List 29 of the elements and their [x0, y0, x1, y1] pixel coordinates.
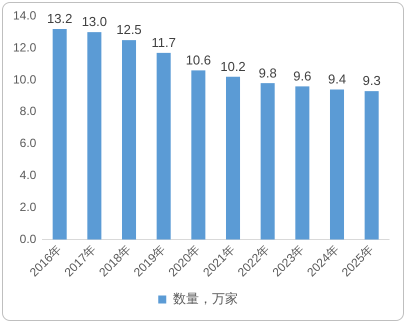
y-tick-label: 6.0 [20, 136, 37, 150]
data-label: 10.2 [220, 58, 246, 74]
data-label: 13.2 [47, 11, 72, 26]
bar [191, 70, 206, 240]
y-tick-label: 8.0 [20, 104, 37, 118]
y-tick-label: 0.0 [20, 232, 37, 246]
data-label: 9.6 [293, 68, 312, 84]
bar [122, 40, 136, 240]
bar [295, 86, 310, 240]
data-label: 9.3 [362, 73, 381, 88]
data-label: 9.8 [258, 65, 277, 80]
data-label: 12.5 [116, 22, 142, 38]
y-tick-label: 14.0 [12, 8, 37, 23]
y-tick-label: 4.0 [20, 168, 37, 182]
bar [260, 83, 275, 240]
bar [156, 52, 171, 240]
y-tick-label: 10.0 [12, 72, 37, 86]
data-label: 11.7 [152, 34, 176, 50]
legend-label: 数量，万家 [172, 291, 238, 306]
bar [87, 32, 102, 240]
y-tick-label: 12.0 [12, 40, 37, 54]
data-label: 9.4 [328, 72, 346, 87]
data-label: 13.0 [82, 14, 108, 30]
bar [226, 76, 240, 240]
bar [364, 91, 379, 240]
bar [330, 90, 344, 240]
y-tick-label: 2.0 [20, 200, 37, 214]
data-label: 10.6 [186, 52, 211, 68]
bar [52, 28, 67, 240]
